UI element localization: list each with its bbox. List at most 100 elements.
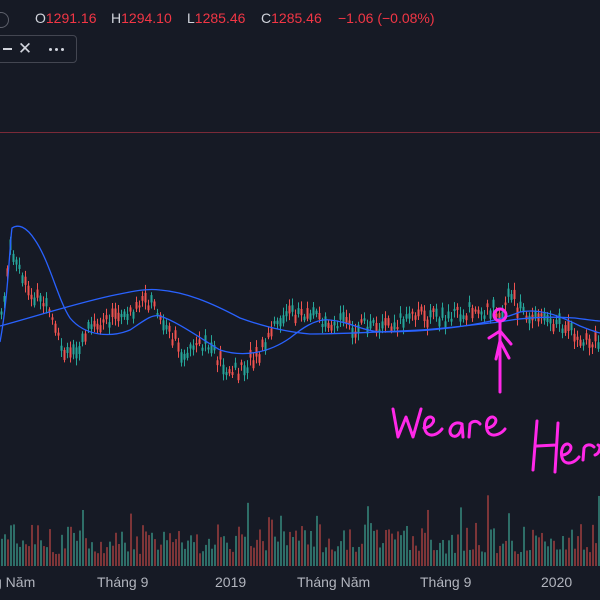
candle-body <box>171 339 174 346</box>
candle-body <box>582 342 585 346</box>
candle-body <box>18 264 21 269</box>
candle-body <box>318 313 321 320</box>
volume-bar <box>157 549 159 566</box>
volume-bar <box>34 544 36 566</box>
volume-bar <box>160 544 162 566</box>
candle-body <box>120 314 123 318</box>
series-indicator-icon[interactable] <box>0 12 9 28</box>
volume-bar <box>214 544 216 566</box>
minus-icon[interactable] <box>1 36 13 62</box>
volume-bar <box>286 545 288 566</box>
volume-bar <box>154 539 156 566</box>
volume-bar <box>418 550 420 566</box>
volume-bar <box>265 550 267 566</box>
volume-bar <box>319 524 321 566</box>
candle-body <box>198 339 201 345</box>
volume-bar <box>526 550 528 566</box>
volume-bar <box>304 530 306 566</box>
candle-body <box>51 317 54 320</box>
volume-bar <box>574 548 576 566</box>
volume-bar <box>436 550 438 566</box>
volume-bar <box>241 534 243 566</box>
volume-bar <box>40 540 42 566</box>
volume-bar <box>415 545 417 566</box>
volume-bar <box>184 548 186 566</box>
candle-body <box>150 295 153 303</box>
candle-body <box>225 372 228 376</box>
volume-bar <box>271 519 273 566</box>
candle-body <box>558 313 561 324</box>
candle-body <box>402 319 405 328</box>
indicator-toolbar: ✕ <box>0 35 77 63</box>
volume-bar <box>199 553 201 566</box>
volume-bar <box>376 529 378 566</box>
time-axis-label: Tháng Năm <box>297 574 371 590</box>
candle-body <box>534 310 537 317</box>
volume-bar <box>553 540 555 566</box>
volume-bar <box>136 536 138 566</box>
volume-bar <box>493 528 495 566</box>
candle-body <box>405 314 408 319</box>
volume-bar <box>235 535 237 566</box>
volume-bar <box>109 541 111 566</box>
volume-bar <box>64 548 66 566</box>
candle-body <box>174 330 177 339</box>
candle-body <box>258 354 261 363</box>
time-axis-label: 2020 <box>541 574 573 590</box>
volume-bar <box>67 526 69 566</box>
candle-body <box>579 339 582 346</box>
candle-body <box>549 318 552 324</box>
close-icon[interactable]: ✕ <box>17 39 33 58</box>
moving-average-slow-line <box>0 288 600 335</box>
volume-bar <box>52 552 54 566</box>
candle-body <box>519 301 522 309</box>
candle-body <box>339 313 342 320</box>
candle-body <box>138 305 141 308</box>
time-axis[interactable]: g Năm Tháng 9 2019 Tháng Năm Tháng 9 202… <box>0 566 600 600</box>
candle-body <box>105 315 108 320</box>
candlesticks <box>0 236 600 384</box>
volume-bar <box>283 531 285 566</box>
candle-body <box>54 323 57 333</box>
volume-bar <box>22 540 24 566</box>
candle-body <box>378 329 381 333</box>
volume-bar <box>172 542 174 566</box>
volume-bar <box>481 551 483 566</box>
volume-bar <box>541 532 543 566</box>
candle-body <box>207 347 210 350</box>
volume-bar <box>97 553 99 566</box>
candle-body <box>390 326 393 332</box>
volume-bar <box>49 529 51 566</box>
time-axis-label: Tháng 9 <box>97 574 149 590</box>
candle-body <box>300 308 303 316</box>
volume-bar <box>529 550 531 566</box>
candle-body <box>561 328 564 334</box>
more-dots-icon[interactable] <box>43 36 69 62</box>
candle-body <box>324 316 327 327</box>
candle-body <box>144 292 147 303</box>
candle-body <box>36 289 39 298</box>
candle-body <box>264 342 267 352</box>
candle-body <box>24 276 27 285</box>
candle-body <box>123 311 126 317</box>
volume-bar <box>325 547 327 566</box>
candle-body <box>243 365 246 376</box>
candle-body <box>540 313 543 317</box>
volume-bar <box>502 543 504 566</box>
volume-bar <box>535 535 537 566</box>
volume-bar <box>595 543 597 566</box>
candle-body <box>201 347 204 351</box>
volume-bar <box>517 553 519 566</box>
volume-bar <box>361 543 363 566</box>
candle-body <box>501 311 504 318</box>
candle-body <box>204 335 207 344</box>
volume-bar <box>16 543 18 566</box>
volume-bar <box>592 524 594 566</box>
candle-body <box>435 308 438 317</box>
candle-body <box>468 302 471 307</box>
volume-bar <box>259 529 261 566</box>
candle-body <box>195 343 198 346</box>
handwritten-annotation <box>391 307 600 474</box>
volume-bar <box>589 552 591 566</box>
